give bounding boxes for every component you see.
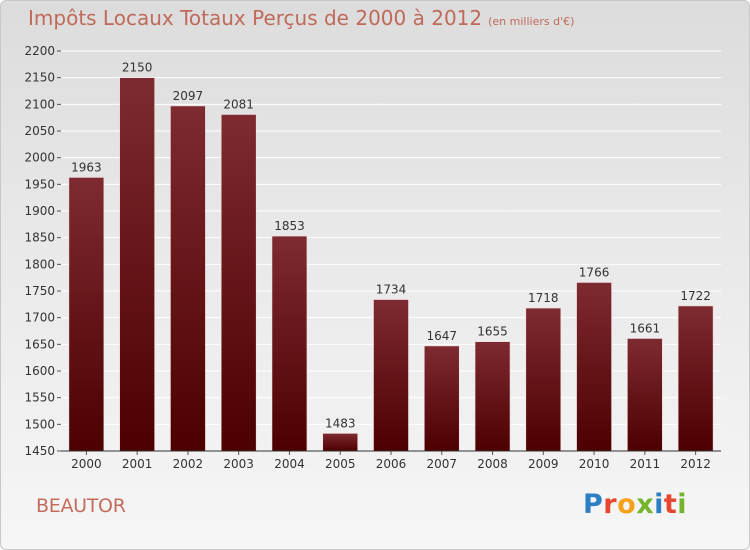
x-tick-label: 2012: [680, 457, 711, 471]
x-tick-label: 2003: [223, 457, 254, 471]
data-label-2005: 1483: [325, 416, 356, 430]
data-labels: 1963 2150 2097 2081 1853 1483 1734 1647 1655 1718…: [71, 61, 711, 431]
chart-title-text: Impôts Locaux Totaux Perçus de 2000 à 20…: [28, 6, 483, 30]
logo-letter: P: [583, 489, 604, 520]
data-label-2004: 1853: [274, 219, 305, 233]
y-tick-label: 1850: [24, 231, 55, 245]
y-tick-label: 2200: [24, 44, 55, 58]
y-tick-label: 1800: [24, 257, 55, 271]
bar-2008: [474, 341, 511, 452]
bar-2001: [119, 77, 155, 452]
data-label-2008: 1655: [477, 325, 508, 339]
bar-2003: [220, 114, 257, 452]
data-label-2000: 1963: [71, 160, 102, 174]
x-axis-ticks: 2000 2001 2002 2003 2004 2005 2006 2007 2008 2009…: [71, 451, 711, 471]
logo-letter: x: [636, 489, 655, 520]
x-tick-label: 2010: [579, 457, 610, 471]
y-tick-label: 1450: [24, 444, 55, 458]
y-tick-label: 2100: [24, 97, 55, 111]
x-tick-label: 2007: [426, 457, 457, 471]
bar-2007: [423, 345, 460, 452]
y-tick-label: 1600: [24, 364, 55, 378]
chart-title: Impôts Locaux Totaux Perçus de 2000 à 20…: [28, 6, 574, 30]
bar-2012: [677, 305, 714, 452]
y-tick-label: 1550: [24, 391, 55, 405]
y-tick-label: 1900: [24, 204, 55, 218]
data-label-2010: 1766: [579, 265, 610, 279]
logo-letter: i: [677, 489, 688, 520]
x-tick-label: 2006: [376, 457, 407, 471]
commune-name: BEAUTOR: [36, 495, 126, 517]
bar-2010: [576, 282, 612, 452]
x-tick-label: 2001: [122, 457, 153, 471]
y-tick-label: 1950: [24, 177, 55, 191]
data-label-2011: 1661: [630, 321, 661, 335]
logo-letter: o: [617, 489, 637, 520]
bar-2009: [525, 307, 562, 452]
logo-letter: t: [663, 489, 678, 520]
data-label-2007: 1647: [426, 329, 457, 343]
y-tick-label: 2000: [24, 151, 55, 165]
x-tick-label: 2000: [71, 457, 102, 471]
bars: [68, 77, 714, 452]
y-axis-ticks: 1450 1500 1550 1600 1650 1700 1750 1800 1850 1900…: [24, 44, 61, 458]
x-tick-label: 2005: [325, 457, 356, 471]
data-label-2002: 2097: [173, 89, 204, 103]
data-label-2003: 2081: [223, 97, 254, 111]
logo-letter: r: [603, 489, 618, 520]
bar-2006: [373, 299, 409, 452]
proxiti-logo[interactable]: Proxiti: [583, 489, 687, 520]
bar-2011: [627, 338, 663, 452]
x-tick-label: 2002: [173, 457, 204, 471]
data-label-2006: 1734: [376, 283, 407, 297]
x-tick-label: 2011: [630, 457, 661, 471]
bar-2000: [68, 177, 105, 452]
logo-letter: i: [654, 489, 664, 520]
y-tick-label: 2050: [24, 124, 55, 138]
x-tick-label: 2009: [528, 457, 559, 471]
y-tick-label: 2150: [24, 71, 55, 85]
bar-2005: [322, 433, 359, 452]
chart-subtitle: (en milliers d'€): [488, 15, 575, 28]
bar-2004: [271, 235, 308, 452]
data-label-2009: 1718: [528, 291, 559, 305]
y-tick-label: 1700: [24, 311, 55, 325]
y-tick-label: 1500: [24, 417, 55, 431]
data-label-2012: 1722: [680, 289, 711, 303]
x-tick-label: 2008: [477, 457, 508, 471]
bar-2002: [170, 105, 206, 452]
y-tick-label: 1650: [24, 337, 55, 351]
y-tick-label: 1750: [24, 284, 55, 298]
data-label-2001: 2150: [122, 61, 153, 75]
x-tick-label: 2004: [274, 457, 305, 471]
